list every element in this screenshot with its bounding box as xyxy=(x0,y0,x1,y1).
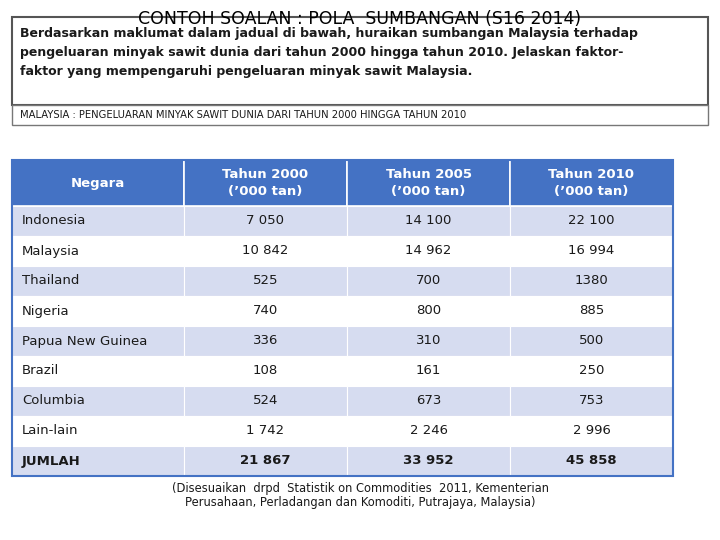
Text: 22 100: 22 100 xyxy=(568,214,615,227)
Text: 14 100: 14 100 xyxy=(405,214,451,227)
Bar xyxy=(347,296,510,326)
Text: 14 962: 14 962 xyxy=(405,245,451,258)
Text: Tahun 2000
(’000 tan): Tahun 2000 (’000 tan) xyxy=(222,168,309,198)
Text: faktor yang mempengaruhi pengeluaran minyak sawit Malaysia.: faktor yang mempengaruhi pengeluaran min… xyxy=(20,65,472,78)
Bar xyxy=(510,206,673,236)
Bar xyxy=(12,236,184,266)
Text: Nigeria: Nigeria xyxy=(22,305,70,318)
Text: 250: 250 xyxy=(579,364,604,377)
Bar xyxy=(510,236,673,266)
Text: Negara: Negara xyxy=(71,177,125,190)
Bar xyxy=(12,416,184,446)
Text: 161: 161 xyxy=(416,364,441,377)
Text: 310: 310 xyxy=(416,334,441,348)
Bar xyxy=(184,326,347,356)
Bar xyxy=(12,17,708,105)
Bar xyxy=(12,160,184,206)
Bar xyxy=(12,446,184,476)
Bar xyxy=(510,386,673,416)
Text: Lain-lain: Lain-lain xyxy=(22,424,78,437)
Bar xyxy=(184,206,347,236)
Bar xyxy=(12,356,184,386)
Text: (Disesuaikan  drpd  Statistik on Commodities  2011, Kementerian: (Disesuaikan drpd Statistik on Commoditi… xyxy=(0,539,1,540)
Bar xyxy=(184,236,347,266)
Text: 7 050: 7 050 xyxy=(246,214,284,227)
Text: 33 952: 33 952 xyxy=(403,455,454,468)
Bar xyxy=(184,416,347,446)
Bar xyxy=(12,105,708,125)
Text: 16 994: 16 994 xyxy=(568,245,615,258)
Bar xyxy=(347,356,510,386)
Text: 700: 700 xyxy=(416,274,441,287)
Text: 21 867: 21 867 xyxy=(240,455,291,468)
Bar xyxy=(510,266,673,296)
Bar xyxy=(347,266,510,296)
Text: 2 996: 2 996 xyxy=(572,424,611,437)
Text: 673: 673 xyxy=(416,395,441,408)
Text: CONTOH SOALAN : POLA  SUMBANGAN (S16 2014): CONTOH SOALAN : POLA SUMBANGAN (S16 2014… xyxy=(138,10,582,28)
Bar xyxy=(347,160,510,206)
Bar xyxy=(184,266,347,296)
Text: (Disesuaikan  drpd  Statistik on Commodities  2011, Kementerian: (Disesuaikan drpd Statistik on Commoditi… xyxy=(171,482,549,495)
Text: 1380: 1380 xyxy=(575,274,608,287)
Text: Berdasarkan maklumat dalam jadual di bawah, huraikan sumbangan Malaysia terhadap: Berdasarkan maklumat dalam jadual di baw… xyxy=(20,27,638,40)
Text: Perusahaan, Perladangan dan Komoditi, Putrajaya, Malaysia): Perusahaan, Perladangan dan Komoditi, Pu… xyxy=(185,496,535,509)
Bar xyxy=(347,416,510,446)
Text: 45 858: 45 858 xyxy=(566,455,617,468)
Bar xyxy=(510,416,673,446)
Bar xyxy=(184,446,347,476)
Text: 885: 885 xyxy=(579,305,604,318)
Text: 524: 524 xyxy=(253,395,278,408)
Bar xyxy=(347,326,510,356)
Bar xyxy=(510,296,673,326)
Bar xyxy=(510,326,673,356)
Text: 1 742: 1 742 xyxy=(246,424,284,437)
Text: Columbia: Columbia xyxy=(22,395,85,408)
Bar xyxy=(12,326,184,356)
Bar xyxy=(184,160,347,206)
Text: Tahun 2005
(’000 tan): Tahun 2005 (’000 tan) xyxy=(385,168,472,198)
Bar xyxy=(12,160,673,476)
Text: Papua New Guinea: Papua New Guinea xyxy=(22,334,148,348)
Text: Malaysia: Malaysia xyxy=(22,245,80,258)
Text: 753: 753 xyxy=(579,395,604,408)
Bar xyxy=(12,386,184,416)
Text: Brazil: Brazil xyxy=(22,364,59,377)
Bar xyxy=(510,446,673,476)
Text: 525: 525 xyxy=(253,274,278,287)
Text: Tahun 2010
(’000 tan): Tahun 2010 (’000 tan) xyxy=(549,168,634,198)
Text: 2 246: 2 246 xyxy=(410,424,448,437)
Text: Indonesia: Indonesia xyxy=(22,214,86,227)
Text: Thailand: Thailand xyxy=(22,274,79,287)
Text: 108: 108 xyxy=(253,364,278,377)
Text: 500: 500 xyxy=(579,334,604,348)
Bar xyxy=(184,296,347,326)
Bar xyxy=(347,386,510,416)
Text: 10 842: 10 842 xyxy=(243,245,289,258)
Text: MALAYSIA : PENGELUARAN MINYAK SAWIT DUNIA DARI TAHUN 2000 HINGGA TAHUN 2010: MALAYSIA : PENGELUARAN MINYAK SAWIT DUNI… xyxy=(20,110,467,120)
Bar xyxy=(12,296,184,326)
Text: 336: 336 xyxy=(253,334,278,348)
Text: Perusahaan, Perladangan dan Komoditi, Putrajaya, Malaysia): Perusahaan, Perladangan dan Komoditi, Pu… xyxy=(0,539,1,540)
Bar xyxy=(184,386,347,416)
Bar xyxy=(347,446,510,476)
Text: 800: 800 xyxy=(416,305,441,318)
Bar xyxy=(510,160,673,206)
Bar xyxy=(12,206,184,236)
Text: pengeluaran minyak sawit dunia dari tahun 2000 hingga tahun 2010. Jelaskan fakto: pengeluaran minyak sawit dunia dari tahu… xyxy=(20,46,624,59)
Text: 740: 740 xyxy=(253,305,278,318)
Bar xyxy=(510,356,673,386)
Bar xyxy=(12,266,184,296)
Bar xyxy=(184,356,347,386)
Bar xyxy=(347,206,510,236)
Bar xyxy=(347,236,510,266)
Text: (Disesuaikan  drpd  Statistik on Commodities  2011, Kementerian: (Disesuaikan drpd Statistik on Commoditi… xyxy=(171,482,549,495)
Text: JUMLAH: JUMLAH xyxy=(22,455,81,468)
